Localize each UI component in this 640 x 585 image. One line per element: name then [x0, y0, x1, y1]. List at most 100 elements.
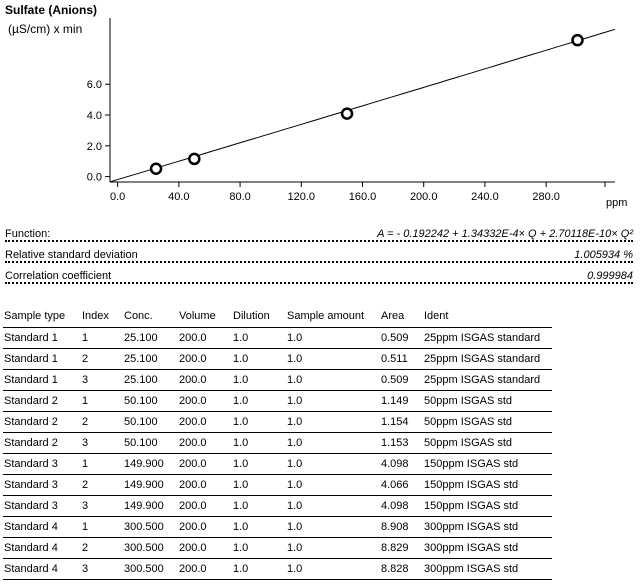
correlation-value: 0.999984 — [583, 270, 633, 282]
x-tick-label: 80.0 — [229, 191, 250, 203]
cell-sample-amount: 1.0 — [286, 495, 380, 517]
rsd-row: Relative standard deviation 1.005934 % — [5, 249, 633, 267]
cell-volume: 200.0 — [178, 558, 232, 580]
cell-sample-amount: 1.0 — [286, 369, 380, 391]
correlation-row: Correlation coefficient 0.999984 — [5, 270, 633, 288]
cell-dilution: 1.0 — [232, 369, 286, 391]
cell-index: 3 — [81, 558, 123, 580]
table-header-row: Sample type Index Conc. Volume Dilution … — [3, 308, 552, 328]
cell-index: 2 — [81, 474, 123, 496]
cell-index: 1 — [81, 327, 123, 349]
dot-leader — [5, 250, 633, 263]
cell-area: 1.149 — [380, 390, 423, 412]
cell-dilution: 1.0 — [232, 453, 286, 475]
cell-area: 4.098 — [380, 495, 423, 517]
correlation-label: Correlation coefficient — [5, 270, 115, 282]
cell-sample-type: Standard 4 — [3, 558, 81, 580]
chart-title: Sulfate (Anions) — [5, 3, 97, 17]
cell-sample-type: Standard 3 — [3, 453, 81, 475]
cell-sample-type: Standard 2 — [3, 411, 81, 433]
cell-dilution: 1.0 — [232, 348, 286, 370]
cell-ident: 50ppm ISGAS std — [423, 432, 552, 454]
cell-volume: 200.0 — [178, 369, 232, 391]
cell-sample-amount: 1.0 — [286, 537, 380, 559]
cell-volume: 200.0 — [178, 411, 232, 433]
data-point — [571, 33, 584, 47]
x-tick-label: 0.0 — [110, 191, 125, 203]
x-axis-label: ppm — [606, 197, 628, 209]
cell-sample-type: Standard 1 — [3, 369, 81, 391]
cell-area: 4.066 — [380, 474, 423, 496]
x-tick-label: 280.0 — [532, 191, 560, 203]
x-tick-label: 240.0 — [471, 191, 499, 203]
cell-ident: 25ppm ISGAS standard — [423, 348, 552, 370]
col-volume: Volume — [178, 308, 232, 328]
cell-sample-amount: 1.0 — [286, 432, 380, 454]
cell-area: 8.908 — [380, 516, 423, 538]
function-value: A = - 0.192242 + 1.34332E-4× Q + 2.70118… — [373, 228, 633, 240]
cell-area: 4.098 — [380, 453, 423, 475]
x-tick-label: 120.0 — [288, 191, 316, 203]
cell-index: 3 — [81, 432, 123, 454]
cell-sample-type: Standard 4 — [3, 537, 81, 559]
table-row: Standard 3 3 149.900 200.0 1.0 1.0 4.098 150ppm… — [3, 495, 552, 517]
cell-conc: 300.500 — [123, 558, 178, 580]
cell-index: 3 — [81, 369, 123, 391]
col-index: Index — [81, 308, 123, 328]
cell-index: 1 — [81, 516, 123, 538]
cell-ident: 50ppm ISGAS std — [423, 411, 552, 433]
cell-volume: 200.0 — [178, 453, 232, 475]
cell-area: 0.511 — [380, 348, 423, 370]
cell-ident: 150ppm ISGAS std — [423, 474, 552, 496]
cell-sample-amount: 1.0 — [286, 327, 380, 349]
cell-ident: 25ppm ISGAS standard — [423, 327, 552, 349]
cell-dilution: 1.0 — [232, 495, 286, 517]
cell-sample-type: Standard 2 — [3, 390, 81, 412]
cell-conc: 25.100 — [123, 348, 178, 370]
x-tick-label: 200.0 — [410, 191, 438, 203]
function-label: Function: — [5, 228, 54, 240]
table-row: Standard 2 3 50.100 200.0 1.0 1.0 1.153 50ppm I… — [3, 432, 552, 454]
table-row: Standard 4 2 300.500 200.0 1.0 1.0 8.829 300ppm… — [3, 537, 552, 559]
cell-sample-amount: 1.0 — [286, 516, 380, 538]
y-tick-label: 0.0 — [87, 172, 102, 184]
cell-volume: 200.0 — [178, 537, 232, 559]
cell-sample-amount: 1.0 — [286, 558, 380, 580]
standards-table: Sample type Index Conc. Volume Dilution … — [3, 308, 552, 580]
cell-index: 2 — [81, 411, 123, 433]
cell-conc: 300.500 — [123, 537, 178, 559]
rsd-label: Relative standard deviation — [5, 249, 141, 261]
data-point — [340, 107, 354, 120]
table-row: Standard 1 2 25.100 200.0 1.0 1.0 0.511 25ppm I… — [3, 348, 552, 370]
cell-sample-type: Standard 1 — [3, 327, 81, 349]
cell-sample-amount: 1.0 — [286, 390, 380, 412]
cell-ident: 300ppm ISGAS std — [423, 537, 552, 559]
y-tick-label: 6.0 — [87, 79, 102, 91]
cell-area: 0.509 — [380, 327, 423, 349]
cell-dilution: 1.0 — [232, 537, 286, 559]
table-row: Standard 2 2 50.100 200.0 1.0 1.0 1.154 50ppm I… — [3, 411, 552, 433]
cell-index: 2 — [81, 348, 123, 370]
table-row: Standard 4 1 300.500 200.0 1.0 1.0 8.908 300ppm… — [3, 516, 552, 538]
cell-index: 1 — [81, 453, 123, 475]
col-sample-type: Sample type — [3, 308, 81, 328]
cell-volume: 200.0 — [178, 390, 232, 412]
table-row: Standard 4 3 300.500 200.0 1.0 1.0 8.828 300ppm… — [3, 558, 552, 580]
table-row: Standard 3 1 149.900 200.0 1.0 1.0 4.098 150ppm… — [3, 453, 552, 475]
cell-conc: 25.100 — [123, 327, 178, 349]
cell-conc: 149.900 — [123, 495, 178, 517]
cell-sample-type: Standard 3 — [3, 474, 81, 496]
cell-dilution: 1.0 — [232, 390, 286, 412]
rsd-value: 1.005934 % — [570, 249, 633, 261]
cell-conc: 25.100 — [123, 369, 178, 391]
data-point — [149, 162, 163, 176]
cell-conc: 149.900 — [123, 453, 178, 475]
cell-ident: 300ppm ISGAS std — [423, 516, 552, 538]
cell-conc: 149.900 — [123, 474, 178, 496]
cell-dilution: 1.0 — [232, 516, 286, 538]
cell-sample-amount: 1.0 — [286, 474, 380, 496]
cell-index: 3 — [81, 495, 123, 517]
cell-dilution: 1.0 — [232, 327, 286, 349]
cell-volume: 200.0 — [178, 516, 232, 538]
cell-ident: 300ppm ISGAS std — [423, 558, 552, 580]
